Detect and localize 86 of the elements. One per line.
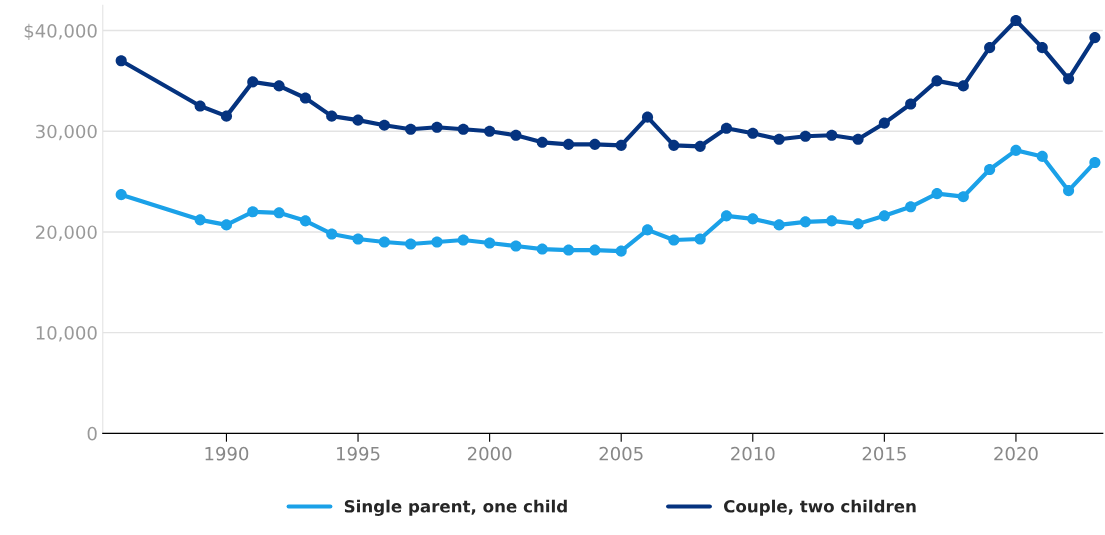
point (326, 110, 338, 122)
y-tick-label: 30,000 (36, 124, 97, 141)
point (641, 111, 654, 123)
point (615, 245, 627, 257)
point (720, 122, 733, 134)
point (326, 228, 338, 240)
x-tick-label: 2005 (599, 446, 643, 461)
point (905, 98, 917, 110)
point (905, 201, 917, 213)
point (668, 234, 680, 246)
point (852, 218, 864, 230)
point (1089, 156, 1101, 169)
point (1010, 14, 1022, 27)
point (852, 133, 864, 145)
point (1036, 150, 1048, 162)
point (457, 123, 469, 135)
point (115, 189, 127, 201)
point (378, 236, 390, 248)
point (1063, 73, 1075, 85)
point (747, 127, 759, 139)
point (352, 233, 364, 245)
point (931, 188, 943, 200)
y-tick-label: 10,000 (36, 326, 97, 342)
x-tick-label: 2015 (862, 446, 906, 461)
point (957, 191, 969, 203)
point (747, 213, 759, 225)
point (194, 100, 206, 112)
point (510, 240, 522, 252)
point (694, 233, 706, 245)
point (510, 129, 522, 141)
x-tick-label: 1995 (337, 446, 380, 461)
point (1036, 42, 1048, 54)
point (431, 121, 443, 133)
point (194, 214, 206, 226)
point (826, 215, 838, 227)
point (668, 139, 680, 151)
point (563, 244, 575, 256)
legend-label: Single parent, one child (344, 499, 567, 516)
point (1089, 32, 1101, 44)
point (563, 138, 575, 150)
point (115, 55, 127, 67)
point (773, 133, 785, 145)
point (878, 210, 890, 222)
point (773, 219, 785, 231)
point (220, 219, 233, 231)
point (220, 110, 233, 122)
y-tick-label: $40,000 (24, 23, 97, 41)
point (378, 119, 390, 131)
point (273, 80, 285, 92)
point (352, 114, 364, 126)
point (878, 117, 890, 129)
x-tick-label: 2000 (467, 446, 512, 461)
point (431, 236, 443, 248)
point (273, 207, 285, 219)
point (405, 238, 417, 250)
point (536, 136, 548, 148)
point (799, 130, 811, 142)
y-tick-label: 20,000 (36, 225, 97, 241)
point (247, 206, 259, 218)
x-tick-label: 2020 (994, 446, 1038, 461)
point (826, 129, 838, 141)
x-tick-label: 1990 (205, 446, 249, 461)
point (984, 163, 996, 176)
point (720, 210, 733, 222)
point (536, 243, 548, 255)
point (247, 76, 259, 88)
x-tick-label: 2010 (731, 446, 775, 461)
point (484, 237, 496, 249)
point (1063, 185, 1075, 197)
point (799, 216, 811, 228)
y-tick-label: 0 (87, 426, 97, 441)
point (589, 138, 601, 150)
point (615, 139, 627, 151)
point (931, 75, 943, 87)
point (299, 215, 311, 227)
legend-label: Couple, two children (724, 499, 916, 516)
point (457, 234, 469, 246)
point (1010, 144, 1022, 156)
point (957, 80, 969, 92)
point (984, 42, 996, 54)
point (589, 244, 601, 256)
point (299, 92, 311, 104)
point (484, 125, 496, 137)
point (641, 224, 654, 236)
point (694, 140, 706, 152)
point (405, 123, 417, 135)
